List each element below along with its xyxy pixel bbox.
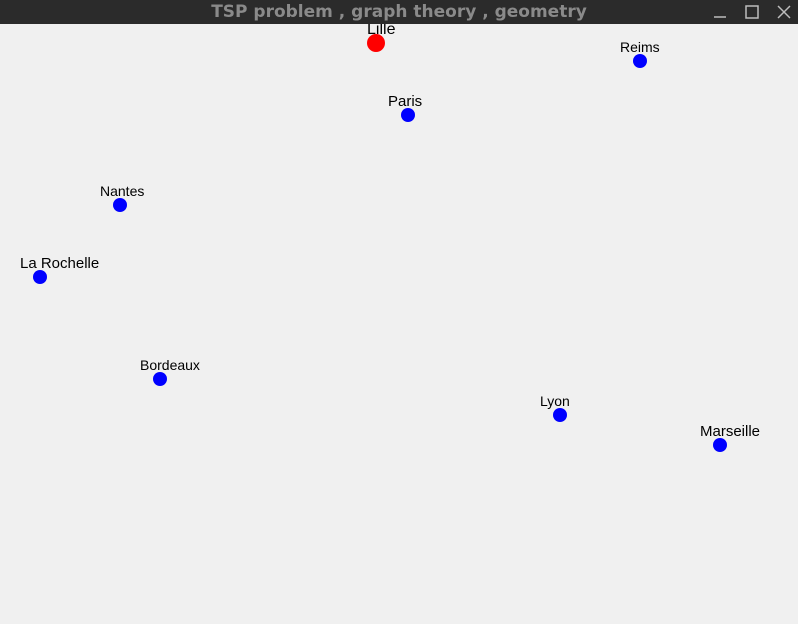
city-la-rochelle: La Rochelle [20,255,99,284]
city-marker-start [367,34,385,52]
city-label: La Rochelle [20,255,99,272]
city-label: Bordeaux [140,357,200,373]
city-label: Paris [388,93,422,110]
city-bordeaux: Bordeaux [140,357,200,386]
city-reims: Reims [620,39,660,68]
city-marseille: Marseille [700,423,760,452]
map-canvas[interactable]: Lille Reims Paris Nantes La Rochelle Bor… [0,24,798,624]
city-marker [633,54,647,68]
city-marker [553,408,567,422]
city-marker [113,198,127,212]
city-label: Marseille [700,423,760,440]
minimize-button[interactable] [709,2,731,22]
city-marker [153,372,167,386]
maximize-button[interactable] [741,2,763,22]
city-marker [33,270,47,284]
city-label: Lille [367,24,396,38]
city-nantes: Nantes [100,183,144,212]
minimize-icon [714,16,726,18]
title-bar[interactable]: TSP problem , graph theory , geometry [0,0,798,24]
close-icon [777,5,791,19]
city-label: Reims [620,39,660,55]
city-lyon: Lyon [540,393,570,422]
city-lille: Lille [367,24,396,52]
city-label: Lyon [540,393,570,409]
close-button[interactable] [773,2,795,22]
city-marker [713,438,727,452]
window-title: TSP problem , graph theory , geometry [211,2,587,22]
maximize-icon [745,5,759,19]
city-marker [401,108,415,122]
city-paris: Paris [388,93,422,122]
city-label: Nantes [100,183,144,199]
city-map: Lille Reims Paris Nantes La Rochelle Bor… [20,24,760,452]
